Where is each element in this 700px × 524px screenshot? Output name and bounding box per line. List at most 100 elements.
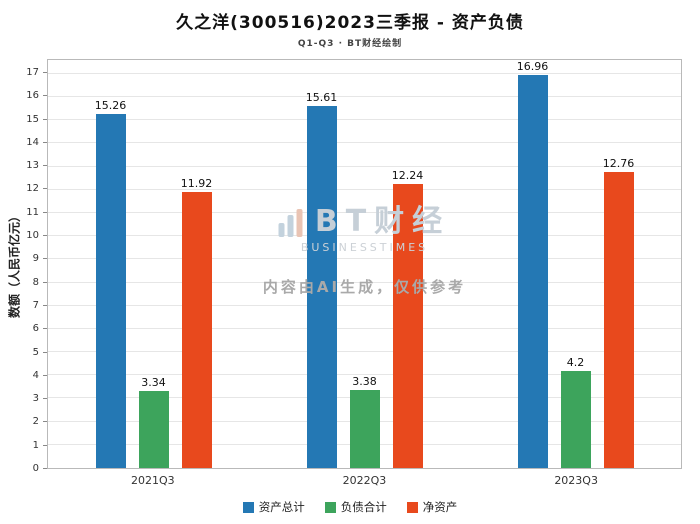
plot-area: 15.26 3.34 11.92 15.61 3.38 12.24 16.96 4.2 12.7… — [47, 59, 682, 469]
bar-净资产-2021Q3 — [181, 191, 212, 468]
bar-value-label: 11.92 — [180, 176, 213, 190]
gridline — [48, 119, 681, 121]
gridline — [48, 327, 681, 329]
bar-负债合计-2022Q3 — [349, 389, 380, 468]
legend-label: 负债合计 — [340, 500, 387, 514]
bar-负债合计-2023Q3 — [560, 370, 591, 468]
bar-slot: 4.2 — [560, 356, 591, 468]
legend-label: 净资产 — [422, 500, 458, 514]
legend: 资产总计 负债合计 净资产 — [0, 499, 700, 515]
y-tick-mark — [43, 71, 47, 73]
bar-value-label: 3.38 — [352, 374, 377, 388]
y-tick-label: 10 — [26, 230, 39, 242]
y-tick-label: 16 — [26, 90, 39, 102]
gridline — [48, 304, 681, 306]
gridline — [48, 142, 681, 144]
bar-value-label: 4.2 — [566, 355, 585, 369]
y-tick-mark — [43, 165, 47, 167]
y-tick-mark — [43, 444, 47, 446]
chart-title: 久之洋(300516)2023三季报 - 资产负债 — [176, 13, 524, 33]
gridline — [48, 374, 681, 376]
bar-value-label: 15.61 — [305, 91, 338, 105]
bar-group-2021Q3: 15.26 3.34 11.92 — [95, 60, 212, 468]
gridline — [48, 351, 681, 353]
y-tick-label: 1 — [32, 439, 39, 451]
gridline — [48, 188, 681, 190]
bar-groups: 15.26 3.34 11.92 15.61 3.38 12.24 16.96 4.2 12.7… — [48, 60, 681, 468]
bar-value-label: 3.34 — [141, 375, 166, 389]
y-tick-label: 13 — [26, 160, 39, 172]
gridline — [48, 235, 681, 237]
y-tick-mark — [43, 95, 47, 97]
y-tick-mark — [43, 235, 47, 237]
legend-swatch — [242, 501, 254, 513]
bar-净资产-2022Q3 — [392, 184, 423, 468]
x-tick-label-2021Q3: 2021Q3 — [131, 474, 175, 487]
y-tick-label: 3 — [32, 393, 39, 405]
y-tick-label: 5 — [32, 346, 39, 358]
x-tick-label-2022Q3: 2022Q3 — [342, 474, 387, 487]
bar-资产总计-2021Q3 — [95, 114, 126, 468]
y-tick-label: 9 — [32, 253, 39, 265]
bar-value-label: 15.26 — [94, 99, 127, 113]
y-tick-mark — [43, 374, 47, 376]
gridline — [48, 281, 681, 283]
x-axis-labels: 2021Q3 2022Q3 2023Q3 — [47, 474, 682, 487]
bar-slot: 12.76 — [603, 157, 634, 468]
y-tick-mark — [43, 118, 47, 120]
y-tick-label: 4 — [32, 369, 39, 381]
bar-group-2023Q3: 16.96 4.2 12.76 — [517, 60, 634, 468]
bar-资产总计-2023Q3 — [517, 74, 548, 468]
y-tick-mark — [43, 468, 47, 469]
bar-value-label: 16.96 — [516, 59, 549, 73]
y-tick-mark — [43, 211, 47, 213]
gridline — [48, 258, 681, 260]
legend-swatch — [324, 501, 336, 513]
y-tick-mark — [43, 281, 47, 283]
bar-slot: 3.38 — [349, 375, 380, 468]
y-tick-label: 0 — [32, 463, 39, 474]
gridline — [48, 165, 681, 167]
chart-subtitle: Q1-Q3 · BT财经绘制 — [297, 39, 403, 49]
y-tick-mark — [43, 351, 47, 353]
y-tick-label: 2 — [32, 416, 39, 428]
bar-value-label: 12.24 — [391, 169, 424, 183]
y-tick-mark — [43, 258, 47, 260]
bar-group-2022Q3: 15.61 3.38 12.24 — [306, 60, 423, 468]
legend-swatch — [406, 501, 418, 513]
y-tick-label: 17 — [26, 66, 39, 78]
y-tick-mark — [43, 421, 47, 423]
y-tick-mark — [43, 304, 47, 306]
bar-value-label: 12.76 — [602, 157, 635, 171]
bar-净资产-2023Q3 — [603, 172, 634, 468]
bar-资产总计-2022Q3 — [306, 106, 337, 468]
y-tick-label: 14 — [26, 136, 39, 148]
y-axis-label: 数额（人民币亿元） — [7, 209, 22, 319]
legend-item-负债合计: 负债合计 — [324, 499, 387, 515]
bar-slot: 15.26 — [95, 99, 126, 468]
y-tick-label: 12 — [26, 183, 39, 195]
x-tick-label-2023Q3: 2023Q3 — [554, 474, 598, 487]
y-tick-mark — [43, 328, 47, 330]
bar-slot: 3.34 — [138, 376, 169, 468]
y-tick-mark — [43, 141, 47, 143]
gridline — [48, 96, 681, 98]
bar-slot: 11.92 — [181, 177, 212, 468]
gridline — [48, 212, 681, 213]
bar-slot: 12.24 — [392, 169, 423, 468]
bar-负债合计-2021Q3 — [138, 390, 169, 468]
y-tick-mark — [43, 188, 47, 190]
gridline — [48, 72, 681, 74]
y-tick-label: 8 — [32, 276, 39, 288]
chart-area: 数额（人民币亿元） 15.26 3.34 11.92 15.61 3.38 12.24 16… — [8, 59, 682, 474]
legend-item-净资产: 净资产 — [406, 499, 458, 515]
y-tick-label: 15 — [26, 113, 39, 125]
bar-slot: 16.96 — [517, 60, 548, 468]
legend-label: 资产总计 — [258, 500, 305, 514]
y-tick-label: 7 — [32, 299, 39, 311]
y-tick-mark — [43, 398, 47, 400]
y-tick-label: 6 — [32, 323, 39, 335]
bar-slot: 15.61 — [306, 91, 337, 468]
y-tick-label: 11 — [26, 206, 39, 218]
